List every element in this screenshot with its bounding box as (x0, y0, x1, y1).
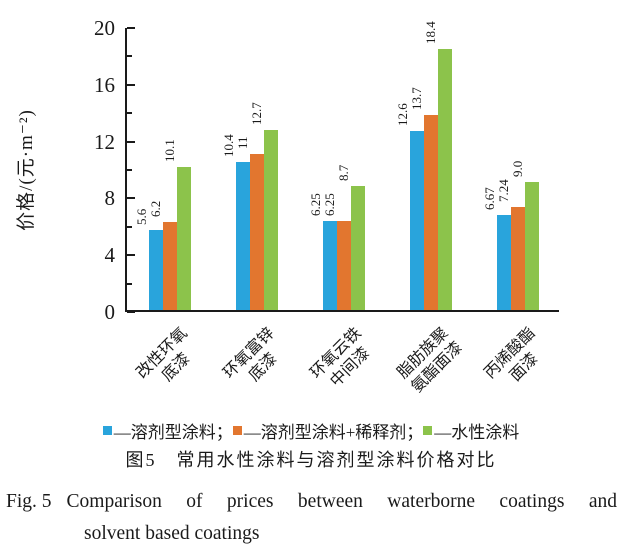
y-tick-label: 20 (94, 16, 115, 40)
bar (409, 131, 424, 310)
bar-value-label: 18.4 (422, 20, 438, 44)
legend-label: —水性涂料 (434, 422, 520, 442)
y-tick-label: 12 (94, 129, 115, 154)
bar (351, 186, 365, 310)
bar-value-label: 12.7 (249, 101, 265, 125)
bar-value-label: 7.24 (495, 179, 511, 203)
bar-value-label: 12.6 (394, 103, 410, 127)
y-minor-tick (127, 225, 132, 228)
y-major-tick (127, 254, 135, 257)
bar-value-label: 10.1 (162, 138, 178, 162)
legend-swatch-icon (232, 425, 242, 435)
caption-chinese: 图5 常用水性涂料与溶剂型涂料价格对比 (125, 450, 497, 470)
y-minor-tick (127, 112, 132, 115)
bar (149, 230, 164, 310)
y-major-tick (127, 27, 135, 29)
bar-value-label: 6.25 (322, 193, 337, 217)
y-tick-label: 8 (104, 186, 116, 211)
y-tick-label: 16 (94, 72, 115, 97)
bar (496, 215, 511, 310)
legend-item: —溶剂型涂料； (102, 418, 233, 443)
bar (437, 48, 452, 310)
y-minor-tick (127, 169, 132, 171)
bar (236, 162, 251, 310)
y-major-tick (127, 140, 135, 143)
y-minor-tick (127, 282, 132, 285)
legend: —溶剂型涂料； —溶剂型涂料+稀释剂； —水性涂料 (0, 417, 622, 443)
y-major-tick (127, 311, 135, 313)
bar-value-label: 6.25 (308, 193, 323, 217)
x-category-label: 丙烯酸酯 面漆 (480, 324, 554, 398)
legend-item: —水性涂料 (423, 418, 519, 443)
x-category-label: 环氧富锌 底漆 (220, 324, 294, 398)
bar (250, 153, 265, 310)
figure-number-label: Fig. 5 (6, 491, 52, 512)
bar-value-label: 6.2 (148, 200, 164, 217)
bar-value-label: 6.67 (481, 187, 497, 211)
plot-area: 价格/(元·m⁻²) 0 4 8 12 16 20 5.6 6.2 10.1 改性环氧 底漆 10.4… (16, 16, 559, 396)
caption-english: Fig. 5 Comparison of prices between wate… (6, 486, 617, 550)
caption-english-line2: solvent based coatings (84, 523, 260, 544)
y-tick-label: 4 (104, 243, 116, 268)
x-category-label: 改性环氧 底漆 (133, 324, 207, 398)
bar (264, 129, 279, 310)
bar (510, 207, 525, 310)
y-minor-tick (127, 55, 132, 58)
bar (163, 221, 178, 310)
legend-item: —溶剂型涂料+稀释剂； (232, 418, 424, 443)
bar-value-label: 8.7 (336, 165, 351, 182)
y-major-tick (127, 197, 135, 200)
bar (337, 221, 351, 310)
legend-label: —溶剂型涂料； (113, 422, 233, 442)
bar (323, 221, 337, 310)
y-axis-label: 价格/(元·m⁻²) (16, 109, 37, 231)
y-major-tick (127, 83, 135, 86)
bar (177, 166, 192, 310)
y-tick-label: 0 (104, 300, 116, 324)
caption-english-text: Comparison of prices between waterborne … (66, 491, 617, 512)
x-category-label: 脂肪族聚 氨酯面漆 (394, 324, 468, 398)
legend-swatch-icon (102, 425, 112, 435)
bar (524, 182, 539, 310)
caption-english-line1: Fig. 5 Comparison of prices between wate… (6, 486, 617, 518)
bar-value-label: 9.0 (509, 160, 525, 178)
bar-value-label: 13.7 (408, 87, 424, 111)
x-category-label: 环氧云铁 中间漆 (307, 324, 381, 398)
bar-value-label: 11 (235, 136, 251, 149)
legend-swatch-icon (423, 425, 433, 435)
legend-label: —溶剂型涂料+稀释剂； (243, 422, 424, 442)
bar (423, 115, 438, 310)
